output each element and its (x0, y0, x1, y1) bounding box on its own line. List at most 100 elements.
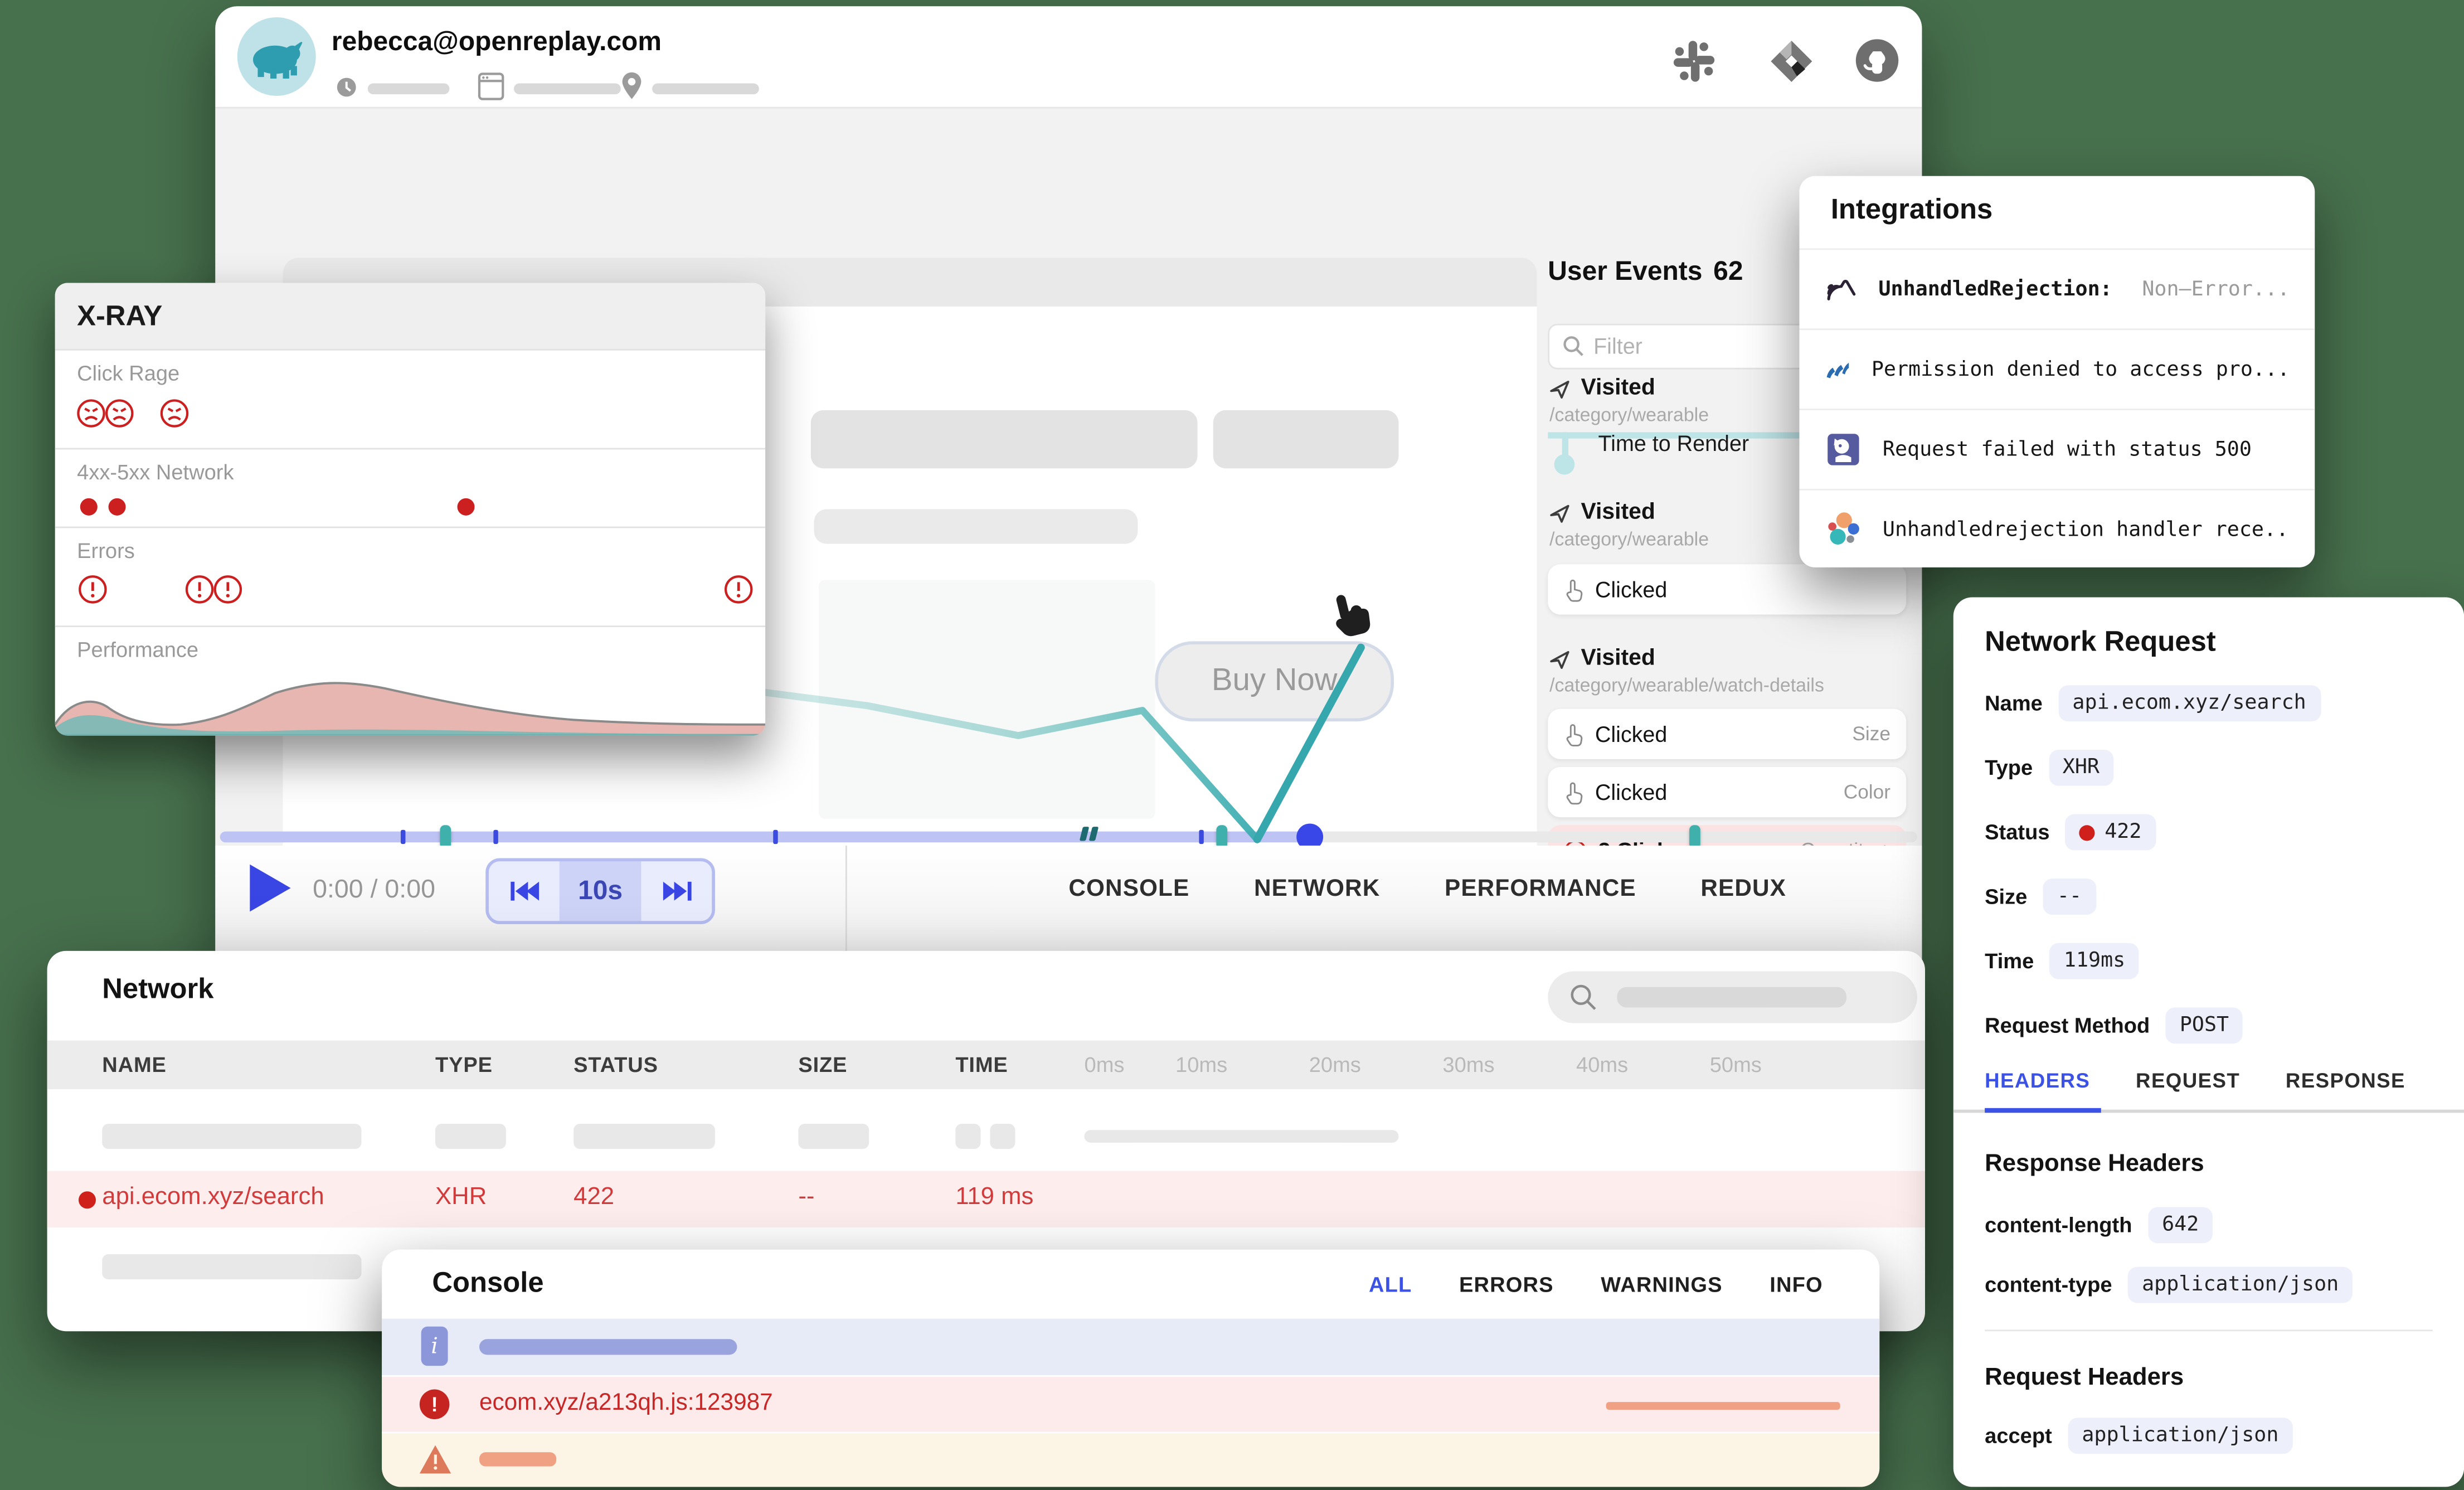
filter-placeholder: Filter (1593, 333, 1642, 358)
console-tab-errors[interactable]: ERRORS (1459, 1273, 1554, 1297)
user-events-title: User Events (1548, 256, 1703, 287)
jira-icon[interactable] (1768, 38, 1815, 85)
col-status[interactable]: STATUS (574, 1053, 658, 1077)
tab-performance[interactable]: PERFORMANCE (1445, 875, 1636, 902)
clock-icon (337, 77, 356, 97)
title-skeleton (1213, 410, 1399, 469)
browser-name-skeleton (514, 83, 621, 95)
event-visited[interactable]: Visited /category/wearable/watch-details (1548, 646, 1824, 696)
field-status: Status 422 (1985, 814, 2156, 851)
field-method-value: POST (2165, 1007, 2243, 1044)
integrations-panel: Integrations UnhandledRejection: Non–Err… (1799, 176, 2315, 567)
tab-network[interactable]: NETWORK (1253, 875, 1381, 902)
xray-click-rage-row: Click Rage (55, 348, 766, 448)
console-warning-row[interactable] (382, 1433, 1880, 1487)
console-panel: Console ALL ERRORS WARNINGS INFO i ! eco… (382, 1249, 1880, 1487)
rhino-icon (252, 42, 303, 79)
integration-sentry-row[interactable]: UnhandledRejection: Non–Error... (1799, 248, 2315, 328)
search-icon (1571, 984, 1596, 1010)
network-table-header: NAME TYPE STATUS SIZE TIME 0ms 10ms 20ms… (47, 1040, 1926, 1089)
col-time[interactable]: TIME (955, 1053, 1008, 1077)
request-name: api.ecom.xyz/search (102, 1183, 324, 1211)
scale-10ms: 10ms (1175, 1053, 1228, 1077)
col-type[interactable]: TYPE (435, 1053, 493, 1077)
browser-icon (478, 72, 504, 100)
field-size: Size -- (1985, 879, 2096, 915)
event-clicked[interactable]: Clicked Size (1548, 708, 1907, 759)
search-icon (1563, 336, 1583, 356)
request-time: 119 ms (955, 1183, 1034, 1211)
field-time: Time 119ms (1985, 943, 2140, 979)
event-visited[interactable]: Visited /category/wearable (1548, 500, 1709, 550)
event-visited[interactable]: Visited /category/wearable (1548, 376, 1709, 426)
integration-elastic-row[interactable]: Unhandledrejection handler rece.. (1799, 488, 2315, 567)
console-tab-info[interactable]: INFO (1770, 1273, 1823, 1297)
tabs-underline-track (1953, 1109, 2464, 1113)
network-request-title: Network Request (1985, 625, 2216, 657)
network-error-dot (108, 498, 126, 516)
skip-back-button[interactable] (488, 861, 560, 921)
console-tab-all[interactable]: ALL (1369, 1273, 1412, 1297)
col-name[interactable]: NAME (102, 1053, 167, 1077)
integration-datadog-row[interactable]: Request failed with status 500 (1799, 409, 2315, 489)
tab-console[interactable]: CONSOLE (1068, 875, 1190, 902)
console-tabs: ALL ERRORS WARNINGS INFO (1369, 1273, 1823, 1297)
timeline-event-tick[interactable] (1199, 829, 1204, 845)
status-error-dot (2079, 824, 2096, 841)
slack-icon[interactable] (1670, 38, 1718, 85)
network-search-input[interactable] (1548, 971, 1917, 1023)
field-status-value: 422 (2065, 814, 2156, 851)
info-icon: i (421, 1326, 448, 1366)
network-row-failed[interactable]: api.ecom.xyz/search XHR 422 -- 119 ms (47, 1171, 1926, 1228)
integration-waves-row[interactable]: Permission denied to access pro... (1799, 328, 2315, 409)
xray-network-row: 4xx-5xx Network (55, 448, 766, 527)
session-header: rebecca@openreplay.com (215, 6, 1922, 107)
console-info-row[interactable]: i (382, 1318, 1880, 1376)
search-skeleton (1617, 987, 1847, 1008)
scale-0ms: 0ms (1084, 1053, 1125, 1077)
error-icon (213, 575, 242, 604)
user-email: rebecca@openreplay.com (331, 26, 662, 57)
event-clicked[interactable]: Clicked Color (1548, 766, 1907, 818)
skip-back-icon (509, 881, 538, 901)
console-tab-warnings[interactable]: WARNINGS (1601, 1273, 1723, 1297)
navigate-icon (1550, 380, 1569, 398)
tab-redux[interactable]: REDUX (1700, 875, 1787, 902)
error-icon (185, 575, 214, 604)
title-skeleton (810, 410, 1198, 469)
network-request-panel: Network Request Name api.ecom.xyz/search… (1953, 597, 2464, 1487)
timeline-remaining[interactable] (1309, 831, 1917, 843)
timeline-event-tick[interactable] (400, 829, 406, 845)
event-clicked[interactable]: Clicked (1548, 564, 1907, 615)
datadog-icon (1828, 434, 1859, 465)
divider (845, 845, 847, 956)
status-error-dot (78, 1191, 96, 1209)
tab-response[interactable]: RESPONSE (2285, 1069, 2405, 1093)
error-icon (79, 575, 107, 604)
hand-icon (1566, 782, 1583, 804)
error-icon (724, 575, 753, 604)
github-icon[interactable] (1853, 36, 1901, 85)
tab-headers[interactable]: HEADERS (1985, 1069, 2091, 1093)
console-error-row[interactable]: ! ecom.xyz/a213qh.js:123987 (382, 1375, 1880, 1434)
timeline-played[interactable] (220, 831, 1309, 843)
skip-forward-button[interactable] (641, 861, 712, 921)
rage-click-marker (1079, 827, 1099, 841)
timeline-marker[interactable] (1689, 825, 1700, 849)
waves-icon (1826, 362, 1849, 378)
network-error-dot (80, 498, 98, 516)
tab-request[interactable]: REQUEST (2136, 1069, 2241, 1093)
xray-errors-row: Errors (55, 526, 766, 626)
event-timing[interactable]: Time to Render (1598, 430, 1749, 456)
col-size[interactable]: SIZE (798, 1053, 848, 1077)
buy-now-button[interactable]: Buy Now (1155, 641, 1394, 722)
timing-stem (1562, 432, 1568, 458)
header-content-type: content-type application/json (1985, 1266, 2353, 1303)
skip-interval-label[interactable]: 10s (578, 875, 623, 906)
timeline-event-tick[interactable] (773, 829, 778, 845)
play-button[interactable] (250, 864, 291, 912)
timeline-marker[interactable] (440, 825, 451, 849)
network-row-skeleton[interactable] (47, 1110, 1925, 1163)
timeline-event-tick[interactable] (493, 829, 498, 845)
buy-now-label: Buy Now (1211, 663, 1338, 698)
